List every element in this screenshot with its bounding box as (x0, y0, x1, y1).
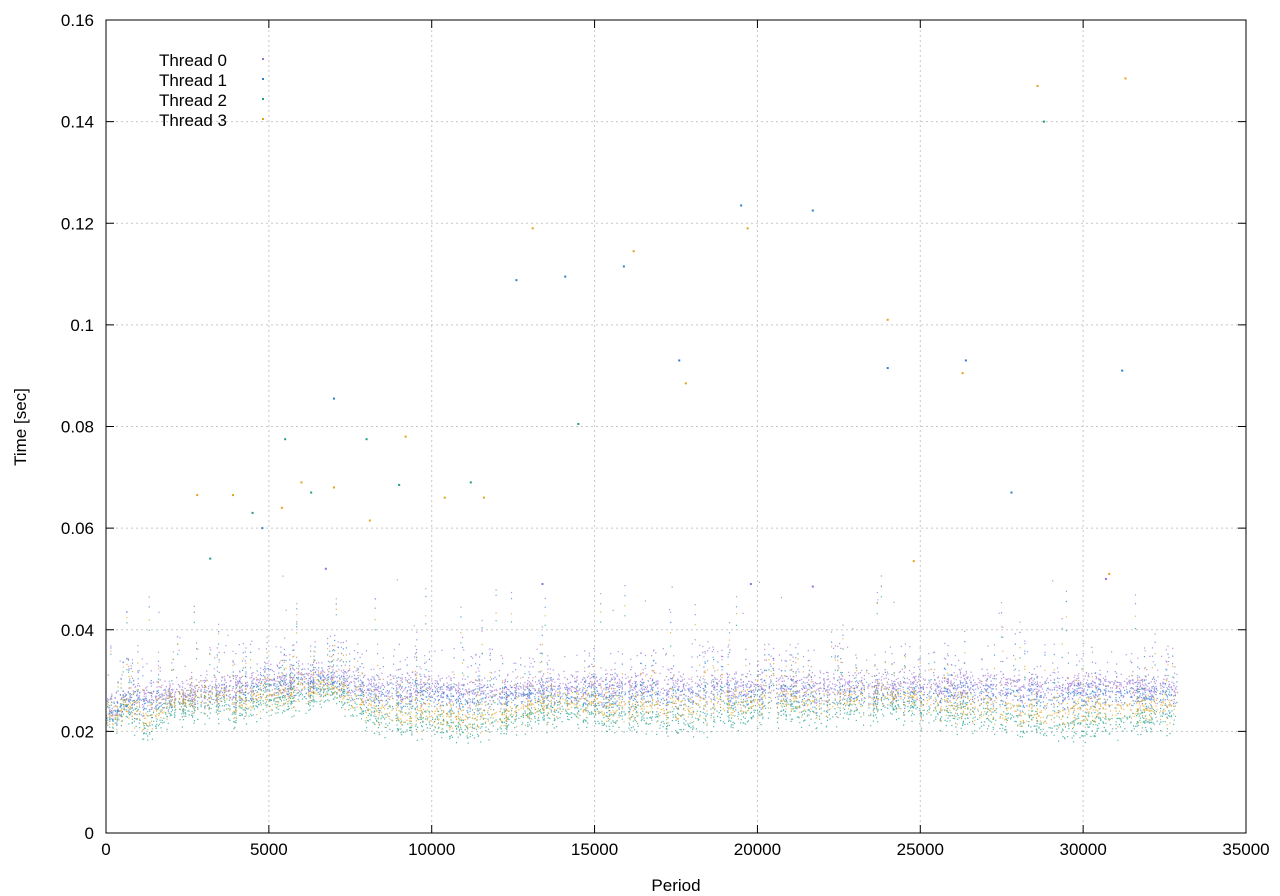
series-1-outlier-point (622, 265, 625, 268)
x-tick-label: 30000 (1060, 840, 1107, 859)
series-3-outlier-point (280, 506, 283, 509)
series-0-outlier-point (1104, 577, 1107, 580)
series-2-outlier-point (284, 438, 287, 441)
x-tick-label: 10000 (408, 840, 455, 859)
legend-swatch (262, 118, 264, 120)
legend-label: Thread 2 (159, 91, 227, 110)
y-tick-label: 0.16 (61, 11, 94, 30)
x-tick-label: 15000 (571, 840, 618, 859)
series-0-outlier-point (541, 583, 544, 586)
series-3-points (106, 77, 1178, 734)
series-2-outlier-point (1043, 120, 1046, 123)
y-tick-label: 0.04 (61, 621, 94, 640)
y-axis-label: Time [sec] (11, 388, 30, 466)
legend-swatch (262, 78, 264, 80)
series-2-outlier-point (577, 422, 580, 425)
y-tick-label: 0.02 (61, 722, 94, 741)
series-0-outlier-point (811, 585, 814, 588)
y-tick-label: 0.14 (61, 113, 94, 132)
legend-label: Thread 0 (159, 51, 227, 70)
legend-label: Thread 3 (159, 111, 227, 130)
x-tick-label: 5000 (250, 840, 288, 859)
series-3-outlier-point (1124, 77, 1127, 80)
series-3-outlier-point (368, 519, 371, 522)
x-tick-label: 0 (101, 840, 110, 859)
x-tick-label: 35000 (1222, 840, 1269, 859)
series-3-outlier-point (232, 494, 235, 497)
y-tick-label: 0.06 (61, 519, 94, 538)
grid (106, 20, 1246, 833)
series-3-outlier-point (746, 227, 749, 230)
series-0-outlier-point (324, 567, 327, 570)
series-3-outlier-point (482, 496, 485, 499)
series-2-outlier-point (398, 483, 401, 486)
series-2-outlier-point (251, 511, 254, 514)
series-1-points (106, 204, 1178, 726)
series-1-outlier-point (333, 397, 335, 400)
series-3-outlier-point (333, 486, 335, 489)
series-3-outlier-point (443, 496, 446, 499)
series-3-outlier-point (684, 382, 687, 385)
y-tick-label: 0.08 (61, 418, 94, 437)
series-0-outlier-point (749, 583, 752, 586)
series-3-outlier-point (632, 250, 635, 253)
series-1-outlier-point (515, 279, 518, 282)
legend-swatch (262, 98, 264, 100)
series-2-outlier-point (310, 491, 313, 494)
x-axis-label: Period (651, 876, 700, 895)
series-1-outlier-point (886, 367, 889, 370)
series-2-outlier-point (365, 438, 368, 441)
series-3-outlier-point (300, 481, 303, 484)
series-3-outlier-point (1036, 85, 1039, 88)
series-1-outlier-point (964, 359, 967, 362)
series-2-outlier-point (209, 557, 212, 560)
series-3-outlier-point (912, 560, 915, 563)
legend-label: Thread 1 (159, 71, 227, 90)
y-tick-label: 0.12 (61, 214, 94, 233)
x-tick-label: 25000 (897, 840, 944, 859)
y-tick-label: 0.1 (70, 316, 94, 335)
series-3-outlier-point (886, 318, 889, 321)
x-tick-label: 20000 (734, 840, 781, 859)
y-tick-label: 0 (85, 824, 94, 843)
series-2-points (106, 120, 1178, 744)
legend-swatch (262, 58, 264, 60)
series-1-outlier-point (261, 527, 264, 530)
series-1-outlier-point (1010, 491, 1013, 494)
series-2-cloud (106, 596, 1178, 744)
series-1-outlier-point (740, 204, 743, 207)
series-3-outlier-point (196, 494, 199, 497)
axes: 0 5000 10000 15000 20000 25000 30000 35000 0 0.02… (61, 11, 1270, 859)
series-3-outlier-point (1108, 572, 1111, 575)
series-1-outlier-point (1121, 369, 1124, 372)
series-3-outlier-point (961, 372, 964, 375)
series-1-outlier-point (678, 359, 681, 362)
series-3-cloud (106, 586, 1178, 734)
series-1-outlier-point (564, 275, 567, 278)
series-1-outlier-point (811, 209, 814, 212)
series-3-outlier-point (531, 227, 534, 230)
series-3-outlier-point (404, 435, 407, 438)
series-2-outlier-point (469, 481, 472, 484)
data-points (106, 77, 1179, 744)
